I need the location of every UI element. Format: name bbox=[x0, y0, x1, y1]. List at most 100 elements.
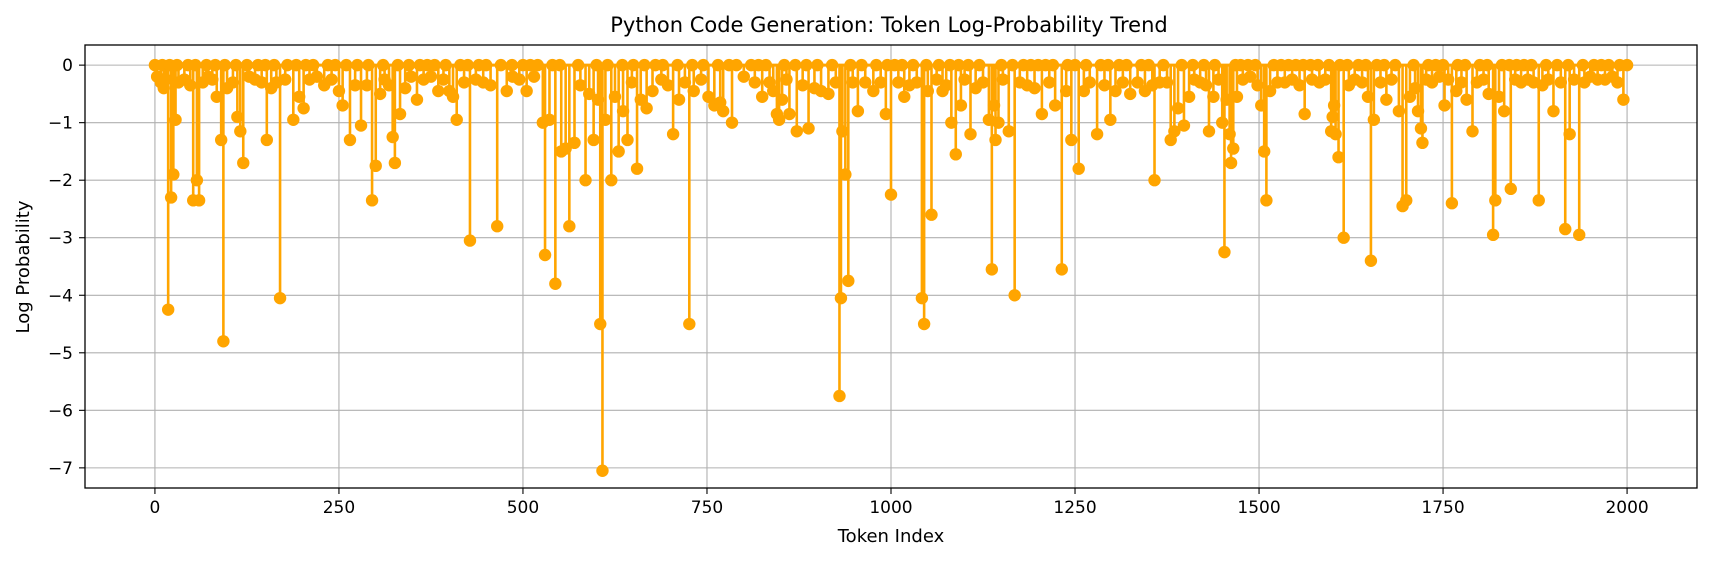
data-point bbox=[1539, 58, 1553, 72]
data-point bbox=[1481, 58, 1494, 72]
data-series bbox=[148, 58, 1634, 477]
data-point bbox=[874, 76, 887, 89]
data-point bbox=[1068, 58, 1082, 72]
data-point bbox=[638, 58, 651, 72]
data-point bbox=[666, 127, 680, 141]
data-point bbox=[822, 87, 835, 101]
data-point bbox=[329, 58, 342, 72]
data-point bbox=[867, 84, 880, 98]
data-point bbox=[1554, 76, 1568, 89]
data-point bbox=[1326, 110, 1339, 124]
data-point bbox=[596, 464, 609, 477]
data-point bbox=[1400, 194, 1413, 207]
data-point bbox=[1576, 58, 1590, 72]
data-point bbox=[1359, 58, 1372, 72]
data-point bbox=[362, 58, 375, 72]
y-tick-label: −4 bbox=[48, 286, 73, 306]
axis-ticks: 0 250 500 750 1000 1250 1500 1750 2000 0 −1 −2 −3 −4 −… bbox=[48, 56, 1649, 518]
data-point bbox=[369, 159, 382, 173]
data-point bbox=[687, 84, 700, 98]
data-point bbox=[625, 76, 639, 89]
data-point bbox=[259, 58, 272, 72]
data-point bbox=[1230, 90, 1244, 103]
data-point bbox=[393, 107, 407, 121]
data-point bbox=[833, 389, 846, 403]
data-point bbox=[996, 73, 1010, 86]
data-point bbox=[1199, 79, 1213, 92]
data-point bbox=[1251, 79, 1264, 92]
data-point bbox=[505, 58, 519, 72]
data-point bbox=[292, 90, 306, 103]
data-point bbox=[1148, 174, 1161, 187]
y-tick-label: −1 bbox=[48, 114, 73, 134]
data-point bbox=[1104, 113, 1117, 126]
data-point bbox=[461, 58, 474, 72]
data-point bbox=[450, 113, 463, 126]
data-point bbox=[1389, 58, 1402, 72]
data-point bbox=[987, 99, 1001, 112]
data-point bbox=[711, 58, 725, 72]
data-point bbox=[954, 99, 968, 112]
data-point bbox=[214, 133, 228, 147]
data-point bbox=[661, 79, 675, 92]
data-point bbox=[376, 58, 390, 72]
data-point bbox=[391, 58, 405, 72]
data-point bbox=[549, 277, 562, 290]
data-point bbox=[226, 76, 240, 89]
data-point bbox=[1486, 228, 1500, 242]
data-point bbox=[325, 73, 338, 86]
data-point bbox=[1602, 58, 1615, 72]
data-point bbox=[962, 58, 975, 72]
data-point bbox=[594, 317, 607, 331]
chart-title: Python Code Generation: Token Log-Probab… bbox=[610, 13, 1167, 37]
data-point bbox=[237, 156, 250, 170]
data-point bbox=[538, 248, 552, 262]
data-point bbox=[1332, 150, 1345, 164]
data-point bbox=[190, 174, 204, 187]
data-point bbox=[796, 79, 809, 92]
data-point bbox=[1083, 76, 1096, 89]
data-point bbox=[306, 58, 320, 72]
data-point bbox=[1504, 182, 1517, 196]
data-point bbox=[778, 58, 791, 72]
x-axis-label: Token Index bbox=[837, 526, 945, 547]
data-point bbox=[842, 274, 855, 288]
data-point bbox=[1224, 156, 1238, 170]
data-point bbox=[527, 70, 541, 83]
data-point bbox=[973, 58, 986, 72]
data-point bbox=[672, 93, 686, 106]
data-point bbox=[1611, 76, 1624, 89]
x-tick-label: 1750 bbox=[1421, 498, 1464, 518]
data-point bbox=[892, 76, 905, 89]
data-point bbox=[571, 58, 585, 72]
data-point bbox=[1337, 231, 1350, 244]
data-point bbox=[1048, 99, 1062, 112]
data-point bbox=[920, 58, 933, 72]
data-point bbox=[437, 73, 450, 86]
data-point bbox=[930, 73, 943, 86]
data-point bbox=[1212, 73, 1225, 86]
data-point bbox=[1477, 73, 1490, 86]
data-point bbox=[217, 335, 230, 348]
data-point bbox=[879, 107, 893, 121]
data-point bbox=[161, 303, 175, 316]
data-point bbox=[398, 81, 412, 95]
data-point bbox=[608, 90, 622, 103]
data-point bbox=[1380, 93, 1393, 106]
data-point bbox=[281, 58, 294, 72]
data-point bbox=[446, 90, 460, 103]
data-point bbox=[255, 76, 268, 89]
data-point bbox=[1055, 263, 1068, 276]
data-point bbox=[410, 93, 424, 106]
data-point bbox=[1567, 73, 1581, 86]
data-point bbox=[1197, 58, 1211, 72]
data-point bbox=[1442, 73, 1455, 86]
data-point bbox=[267, 58, 281, 72]
data-point bbox=[1561, 58, 1575, 72]
data-point bbox=[1263, 84, 1277, 98]
data-point bbox=[811, 58, 824, 72]
data-point bbox=[1059, 84, 1073, 98]
data-point bbox=[1364, 254, 1378, 267]
data-point bbox=[1218, 245, 1231, 259]
